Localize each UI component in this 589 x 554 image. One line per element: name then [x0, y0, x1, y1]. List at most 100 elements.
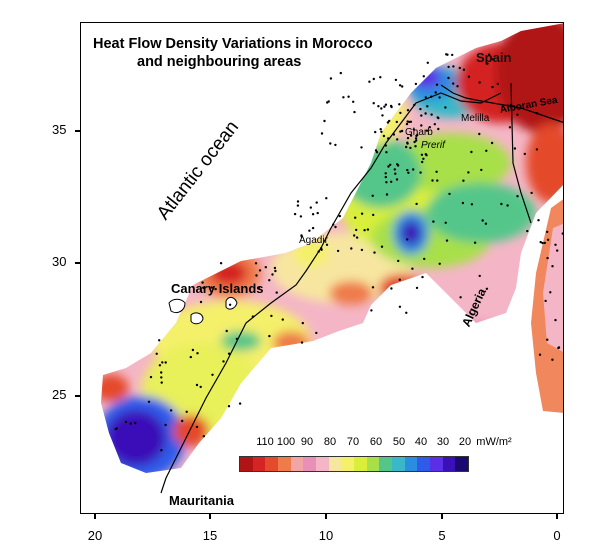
- label-agadir: Agadir: [299, 235, 328, 246]
- measurement-point: [372, 213, 375, 217]
- measurement-point: [561, 232, 563, 235]
- measurement-point: [526, 229, 529, 233]
- measurement-point: [323, 119, 326, 123]
- measurement-point: [396, 163, 399, 166]
- y-tick-mark: [75, 262, 81, 264]
- measurement-point: [434, 91, 437, 94]
- measurement-point: [506, 204, 509, 207]
- measurement-point: [160, 371, 163, 374]
- x-tick-label: 0: [553, 528, 561, 543]
- measurement-point: [336, 249, 340, 253]
- map-title-line1: Heat Flow Density Variations in Morocco: [93, 36, 373, 52]
- measurement-point: [409, 120, 413, 124]
- measurement-point: [422, 157, 425, 160]
- measurement-point: [379, 76, 382, 79]
- map-frame: Heat Flow Density Variations in Morocco …: [80, 22, 564, 514]
- island: [168, 298, 186, 314]
- measurement-point: [296, 204, 300, 207]
- colorbar-swatch: [404, 457, 418, 471]
- measurement-point: [325, 243, 329, 246]
- x-tick-mark: [441, 513, 443, 519]
- measurement-point: [395, 120, 398, 124]
- measurement-point: [360, 212, 364, 215]
- measurement-point: [238, 402, 242, 405]
- measurement-point: [554, 318, 557, 322]
- colorbar-swatch: [265, 457, 279, 471]
- measurement-point: [414, 137, 418, 140]
- measurement-point: [554, 243, 557, 246]
- measurement-point: [264, 266, 267, 269]
- colorbar: [239, 456, 469, 472]
- measurement-point: [409, 146, 412, 150]
- measurement-point: [419, 107, 422, 111]
- measurement-point: [467, 75, 471, 78]
- measurement-point: [368, 80, 371, 83]
- measurement-point: [415, 202, 418, 206]
- measurement-point: [389, 163, 392, 166]
- measurement-point: [342, 96, 345, 99]
- measurement-point: [428, 126, 431, 129]
- measurement-point: [546, 230, 549, 234]
- colorbar-label: 50: [392, 436, 406, 448]
- measurement-point: [478, 274, 481, 278]
- colorbar-unit: mW/m²: [476, 436, 512, 448]
- x-tick-mark: [325, 513, 327, 519]
- measurement-point: [551, 358, 554, 361]
- measurement-point: [467, 171, 470, 174]
- colorbar-swatch: [240, 457, 253, 471]
- measurement-point: [399, 130, 402, 133]
- measurement-point: [424, 96, 427, 99]
- measurement-point: [385, 193, 389, 196]
- measurement-point: [195, 425, 199, 429]
- measurement-point: [405, 145, 408, 149]
- measurement-point: [556, 249, 559, 252]
- label-canary-islands: Canary Islands: [171, 281, 264, 296]
- measurement-point: [134, 421, 137, 425]
- measurement-point: [360, 146, 363, 149]
- measurement-point: [228, 303, 232, 306]
- measurement-point: [380, 107, 383, 110]
- measurement-point: [485, 149, 488, 152]
- measurement-point: [334, 225, 337, 229]
- measurement-point: [129, 422, 132, 425]
- measurement-point: [222, 360, 225, 363]
- x-tick-label: 10: [318, 528, 334, 543]
- colorbar-label: 20: [458, 436, 472, 448]
- measurement-point: [398, 278, 401, 281]
- y-tick-mark: [75, 130, 81, 132]
- measurement-point: [421, 275, 424, 279]
- measurement-point: [516, 195, 519, 198]
- measurement-point: [196, 352, 199, 355]
- measurement-point: [147, 400, 151, 403]
- colorbar-swatch: [341, 457, 355, 471]
- measurement-point: [484, 222, 488, 225]
- measurement-point: [392, 133, 396, 136]
- label-mauritania: Mauritania: [169, 493, 235, 508]
- measurement-point: [360, 248, 364, 252]
- measurement-point: [426, 61, 429, 64]
- measurement-point: [199, 385, 202, 389]
- colorbar-swatch: [430, 457, 443, 471]
- measurement-point: [201, 281, 204, 284]
- colorbar-label: 80: [323, 436, 337, 448]
- measurement-point: [258, 269, 262, 272]
- measurement-point: [329, 77, 333, 80]
- measurement-point: [422, 75, 425, 78]
- colorbar-swatch: [303, 457, 317, 471]
- measurement-point: [430, 95, 433, 98]
- measurement-point: [268, 334, 271, 338]
- measurement-point: [397, 259, 400, 263]
- measurement-point: [456, 85, 459, 88]
- measurement-point: [430, 113, 433, 116]
- measurement-point: [537, 219, 540, 222]
- colorbar-swatch: [290, 457, 304, 471]
- measurement-point: [462, 68, 466, 71]
- island: [190, 312, 204, 325]
- measurement-point: [309, 206, 312, 209]
- measurement-point: [438, 96, 441, 99]
- measurement-point: [149, 375, 153, 379]
- measurement-point: [538, 353, 542, 356]
- measurement-point: [480, 168, 483, 172]
- measurement-point: [339, 71, 342, 75]
- y-tick-label: 25: [52, 387, 67, 402]
